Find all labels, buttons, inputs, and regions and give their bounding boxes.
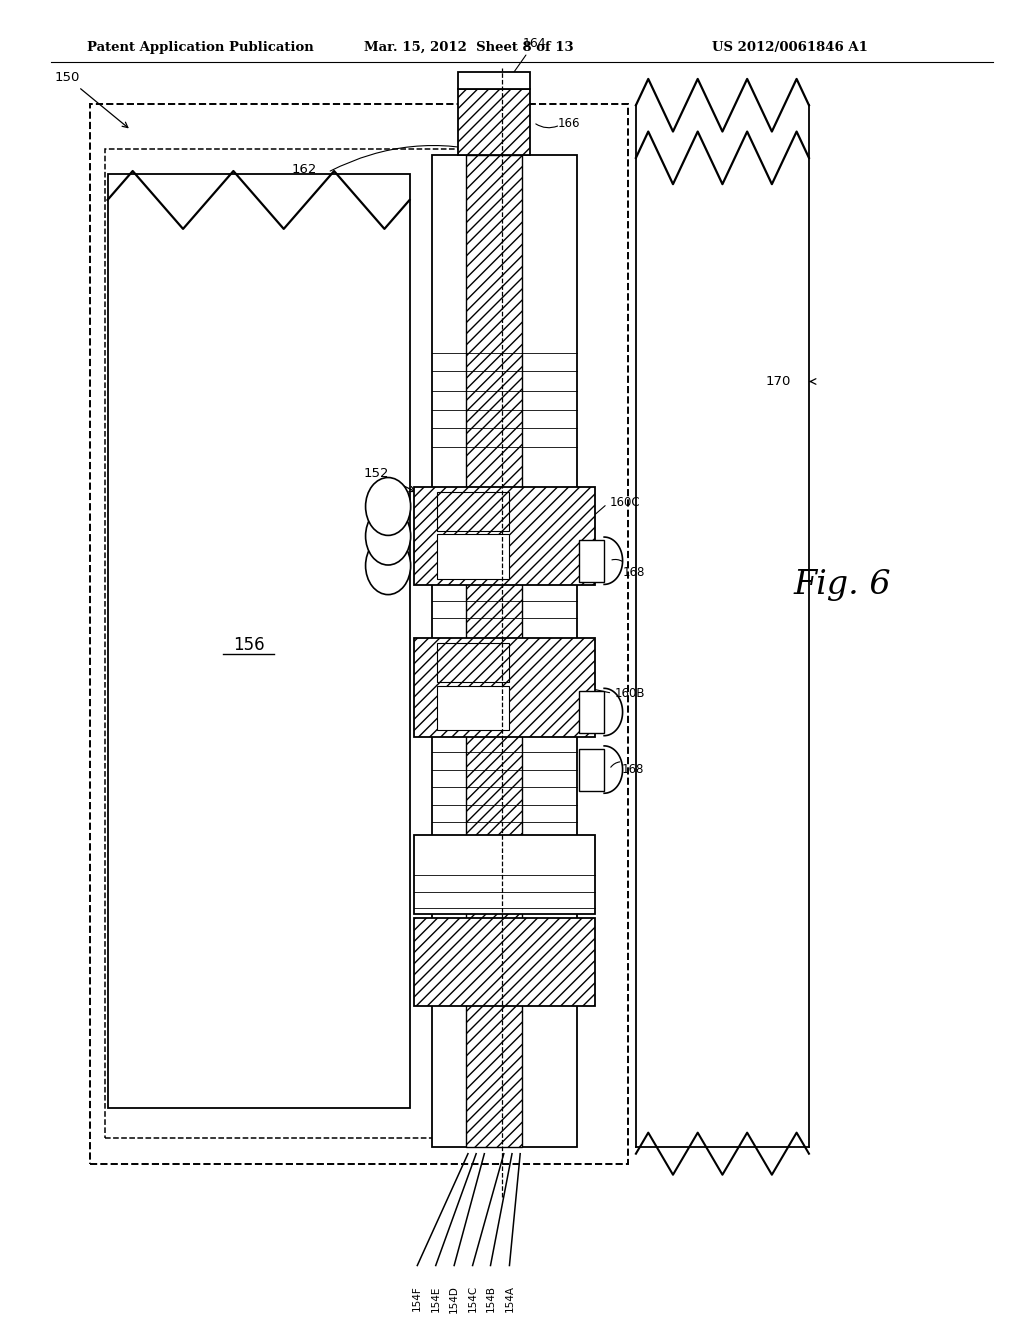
- Text: 162: 162: [292, 164, 317, 176]
- Bar: [432, 156, 577, 1147]
- Bar: [437, 685, 509, 730]
- Bar: [414, 638, 595, 737]
- Text: 154E: 154E: [431, 1286, 440, 1312]
- Text: 154D: 154D: [450, 1286, 459, 1313]
- Bar: [105, 149, 510, 1138]
- Bar: [414, 919, 595, 1006]
- Bar: [414, 836, 595, 915]
- Bar: [437, 535, 509, 579]
- Text: US 2012/0061846 A1: US 2012/0061846 A1: [712, 41, 867, 54]
- Bar: [579, 748, 604, 791]
- Text: 152: 152: [364, 467, 389, 480]
- Text: 154C: 154C: [468, 1286, 477, 1312]
- Bar: [437, 491, 509, 531]
- Bar: [458, 90, 530, 156]
- Text: 160C: 160C: [609, 496, 640, 510]
- Text: Patent Application Publication: Patent Application Publication: [87, 41, 313, 54]
- Bar: [466, 156, 522, 1147]
- Bar: [458, 73, 530, 90]
- Text: Fig. 6: Fig. 6: [794, 569, 891, 602]
- Text: Mar. 15, 2012  Sheet 8 of 13: Mar. 15, 2012 Sheet 8 of 13: [364, 41, 573, 54]
- Text: 160A: 160A: [490, 870, 518, 880]
- Bar: [579, 690, 604, 733]
- Text: 154F: 154F: [413, 1286, 422, 1311]
- Bar: [437, 643, 509, 682]
- Text: 154B: 154B: [485, 1286, 496, 1312]
- Text: 150: 150: [54, 71, 128, 128]
- Text: 164: 164: [504, 37, 546, 87]
- Text: 154A: 154A: [505, 1286, 514, 1312]
- Text: 170: 170: [766, 375, 792, 388]
- Bar: [108, 174, 410, 1107]
- Text: 158: 158: [571, 921, 594, 935]
- Text: 166: 166: [558, 117, 581, 131]
- Text: 168: 168: [623, 566, 645, 578]
- Bar: [414, 487, 595, 585]
- Circle shape: [366, 507, 411, 565]
- Bar: [90, 104, 628, 1164]
- Text: 156: 156: [233, 636, 264, 653]
- Bar: [579, 540, 604, 582]
- Text: 168: 168: [622, 763, 644, 776]
- Circle shape: [366, 537, 411, 594]
- Circle shape: [366, 478, 411, 536]
- Text: 160B: 160B: [614, 686, 645, 700]
